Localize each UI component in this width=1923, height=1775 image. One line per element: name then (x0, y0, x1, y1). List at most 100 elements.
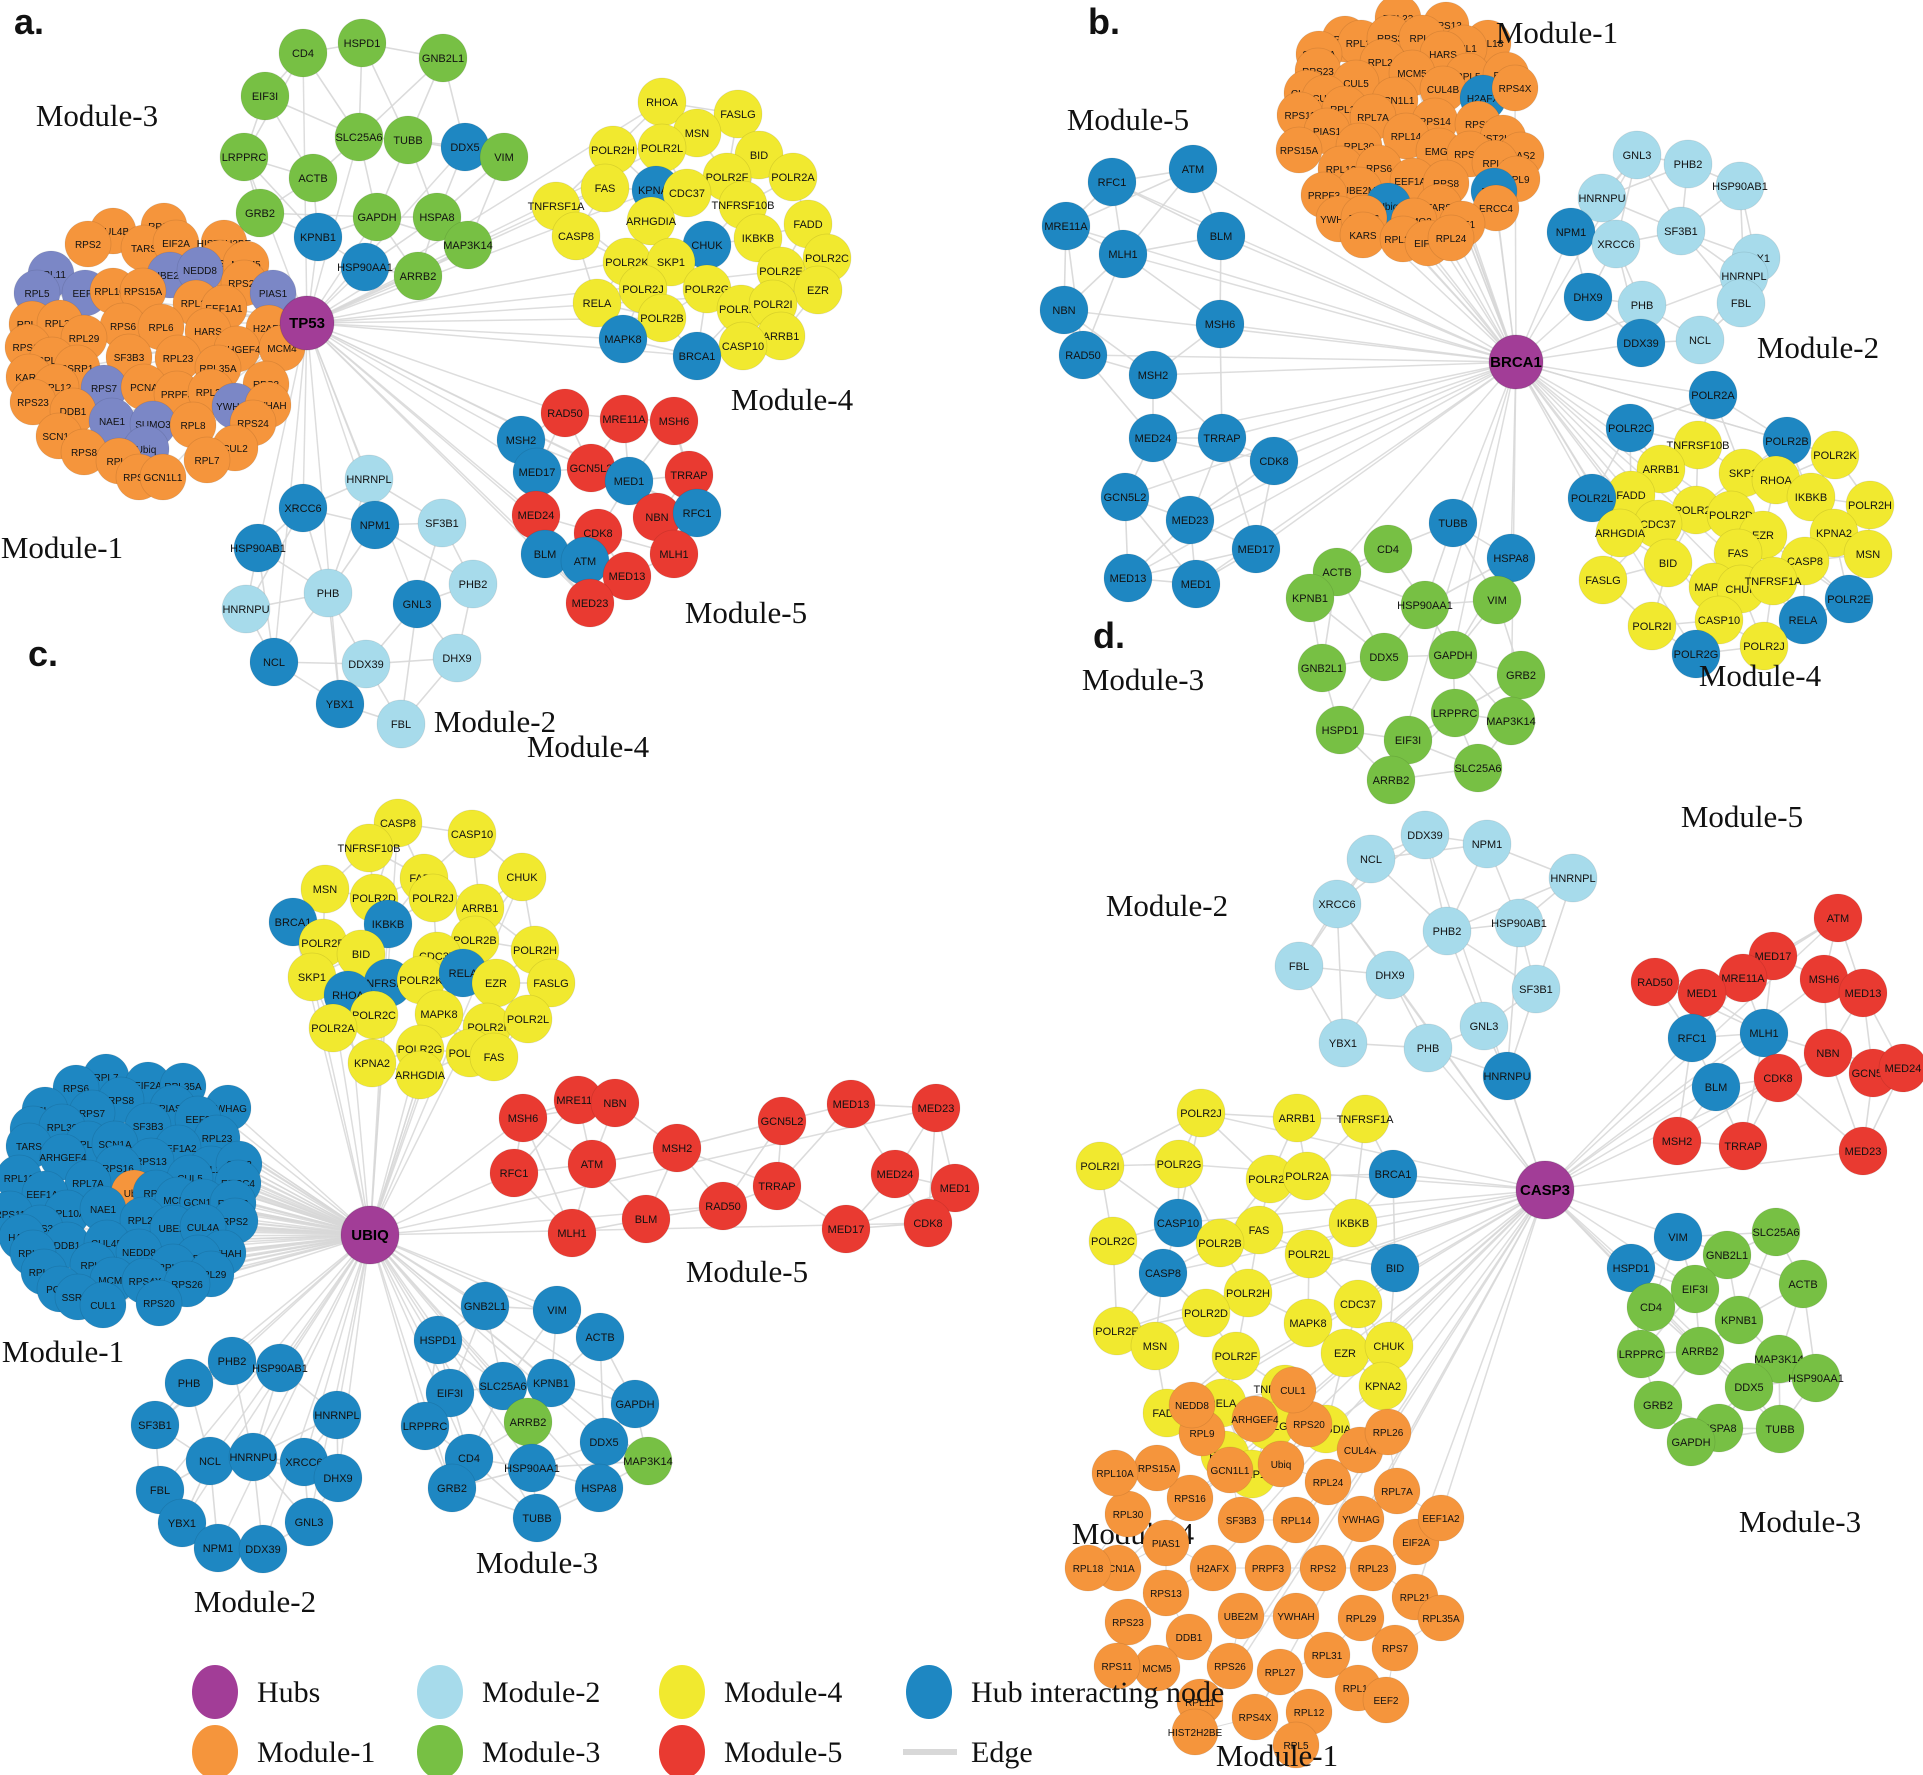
node-circle-MED1[interactable] (1171, 559, 1221, 609)
node-circle-TRRAP[interactable] (1197, 413, 1247, 463)
node-RPL24[interactable]: RPL24 (1427, 214, 1475, 262)
node-circle-NCL[interactable] (1346, 834, 1396, 884)
node-circle-CASP8[interactable] (1138, 1248, 1188, 1298)
node-circle-CD4[interactable] (278, 28, 328, 78)
node-MSH6[interactable]: MSH6 (1195, 299, 1245, 349)
node-GNB2L1[interactable]: GNB2L1 (1297, 643, 1347, 693)
node-circle-POLR2B[interactable] (637, 293, 687, 343)
node-RPS4X[interactable]: RPS4X (1491, 64, 1539, 112)
node-ARRB2[interactable]: ARRB2 (503, 1397, 553, 1447)
node-PHB2[interactable]: PHB2 (448, 559, 498, 609)
node-circle-ARHGDIA[interactable] (1595, 508, 1645, 558)
node-circle-RAD50[interactable] (1630, 957, 1680, 1007)
node-CDK8[interactable]: CDK8 (1753, 1053, 1803, 1103)
node-DHX9[interactable]: DHX9 (313, 1453, 363, 1503)
node-circle-RPL24[interactable] (1304, 1458, 1352, 1506)
node-circle-ARRB2[interactable] (393, 251, 443, 301)
node-NPM1[interactable]: NPM1 (193, 1523, 243, 1573)
node-circle-RELA[interactable] (1778, 595, 1828, 645)
node-EZR[interactable]: EZR (471, 958, 521, 1008)
node-circle-MAP3K14[interactable] (623, 1436, 673, 1486)
node-VIM[interactable]: VIM (1472, 575, 1522, 625)
node-circle-RPL7[interactable] (183, 436, 231, 484)
node-circle-POLR2L[interactable] (637, 123, 687, 173)
node-RFC1[interactable]: RFC1 (489, 1148, 539, 1198)
node-RPL23[interactable]: RPL23 (1349, 1544, 1397, 1592)
node-circle-MSH6[interactable] (1195, 299, 1245, 349)
node-RPS15A[interactable]: RPS15A (1133, 1444, 1181, 1492)
node-XRCC6[interactable]: XRCC6 (1591, 219, 1641, 269)
node-circle-TNFRSF1A[interactable] (1340, 1094, 1390, 1144)
node-MLH1[interactable]: MLH1 (649, 529, 699, 579)
node-circle-TUBB[interactable] (1428, 498, 1478, 548)
node-LRPPRC[interactable]: LRPPRC (400, 1401, 450, 1451)
node-DDX39[interactable]: DDX39 (1400, 810, 1450, 860)
node-MSN[interactable]: MSN (1843, 529, 1893, 579)
node-circle-ARHGEF4[interactable] (1231, 1395, 1279, 1443)
node-KPNB1[interactable]: KPNB1 (293, 212, 343, 262)
hub-circle-CASP3[interactable] (1515, 1160, 1575, 1220)
node-HNRNPL[interactable]: HNRNPL (1548, 853, 1598, 903)
node-circle-POLR2J[interactable] (1739, 621, 1789, 671)
node-circle-DDB1[interactable] (1165, 1613, 1213, 1661)
node-HSPD1[interactable]: HSPD1 (413, 1315, 463, 1365)
node-GCN1L1[interactable]: GCN1L1 (139, 453, 187, 501)
node-circle-NPM1[interactable] (1462, 819, 1512, 869)
node-GRB2[interactable]: GRB2 (427, 1463, 477, 1513)
node-circle-PRPF3[interactable] (1244, 1544, 1292, 1592)
node-CDK8[interactable]: CDK8 (903, 1198, 953, 1248)
node-NEDD8[interactable]: NEDD8 (1168, 1381, 1216, 1429)
node-TRRAP[interactable]: TRRAP (1197, 413, 1247, 463)
node-circle-CASP10[interactable] (1153, 1198, 1203, 1248)
node-RPS4X[interactable]: RPS4X (1231, 1693, 1279, 1741)
node-circle-HNRNPU[interactable] (221, 584, 271, 634)
node-CASP8[interactable]: CASP8 (551, 211, 601, 261)
node-EEF2[interactable]: EEF2 (1362, 1676, 1410, 1724)
node-circle-MAPK8[interactable] (1283, 1298, 1333, 1348)
node-RPL26[interactable]: RPL26 (1364, 1408, 1412, 1456)
node-circle-MSH2[interactable] (1128, 350, 1178, 400)
node-circle-YBX1[interactable] (315, 679, 365, 729)
node-BLM[interactable]: BLM (1691, 1062, 1741, 1112)
node-CD4[interactable]: CD4 (278, 28, 328, 78)
node-POLR2J[interactable]: POLR2J (1176, 1088, 1226, 1138)
node-circle-CD4[interactable] (1626, 1282, 1676, 1332)
node-MED1[interactable]: MED1 (1677, 968, 1727, 1018)
node-circle-HSPD1[interactable] (413, 1315, 463, 1365)
node-ARRB2[interactable]: ARRB2 (1675, 1326, 1725, 1376)
node-circle-UBE2M[interactable] (1217, 1592, 1265, 1640)
node-HSP90AA1[interactable]: HSP90AA1 (504, 1443, 560, 1493)
node-MED17[interactable]: MED17 (821, 1204, 871, 1254)
node-circle-CD4[interactable] (1363, 524, 1413, 574)
node-circle-NPM1[interactable] (350, 500, 400, 550)
node-circle-CDK8[interactable] (903, 1198, 953, 1248)
node-MED23[interactable]: MED23 (1165, 495, 1215, 545)
node-circle-GNL3[interactable] (1612, 130, 1662, 180)
node-SF3B3[interactable]: SF3B3 (1217, 1496, 1265, 1544)
node-circle-HNRNPU[interactable] (1482, 1051, 1532, 1101)
node-MSH2[interactable]: MSH2 (1652, 1116, 1702, 1166)
node-KARS[interactable]: KARS (1339, 211, 1387, 259)
node-ACTB[interactable]: ACTB (1778, 1259, 1828, 1309)
node-DDX39[interactable]: DDX39 (341, 639, 391, 689)
node-circle-LRPPRC[interactable] (219, 132, 269, 182)
node-ATM[interactable]: ATM (567, 1139, 617, 1189)
node-circle-MAPK8[interactable] (598, 314, 648, 364)
node-POLR2G[interactable]: POLR2G (1154, 1139, 1204, 1189)
node-IKBKB[interactable]: IKBKB (1328, 1198, 1378, 1248)
node-circle-GNL3[interactable] (392, 579, 442, 629)
node-FAS[interactable]: FAS (469, 1032, 519, 1082)
node-circle-HSP90AB1[interactable] (233, 523, 283, 573)
node-ATM[interactable]: ATM (560, 536, 610, 586)
node-H2AFX[interactable]: H2AFX (1189, 1544, 1237, 1592)
node-RAD50[interactable]: RAD50 (698, 1181, 748, 1231)
node-BID[interactable]: BID (1370, 1243, 1420, 1293)
node-GNL3[interactable]: GNL3 (1612, 130, 1662, 180)
node-EZR[interactable]: EZR (1320, 1328, 1370, 1378)
node-RAD50[interactable]: RAD50 (540, 388, 590, 438)
node-circle-EIF3I[interactable] (240, 71, 290, 121)
hub-node-BRCA1[interactable]: BRCA1 (1488, 334, 1544, 390)
node-circle-RPS15A[interactable] (1133, 1444, 1181, 1492)
node-circle-POLR2A[interactable] (308, 1003, 358, 1053)
node-circle-HSP90AA1[interactable] (1400, 580, 1450, 630)
